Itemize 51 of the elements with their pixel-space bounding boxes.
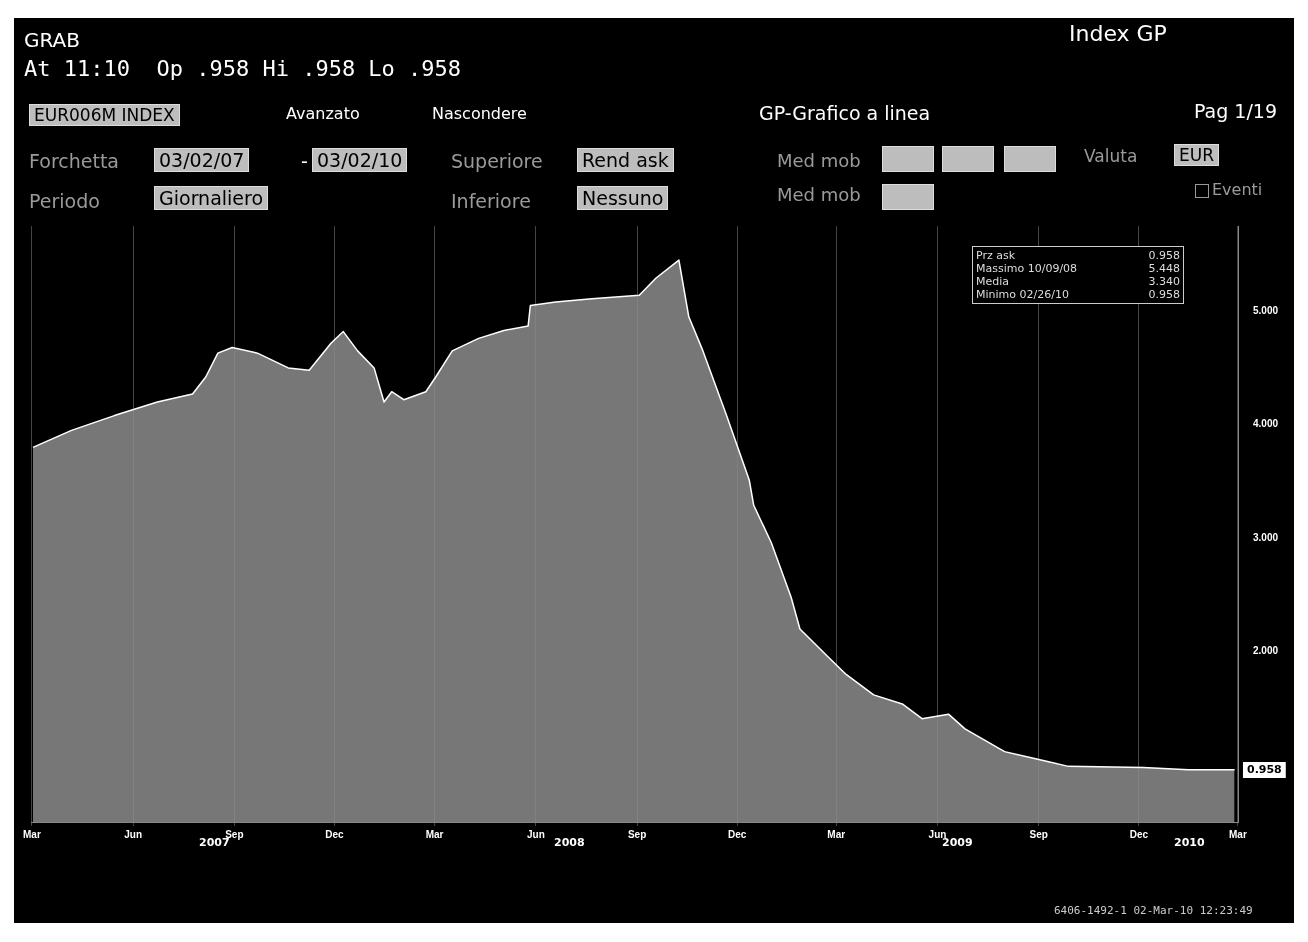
annotation: Media	[976, 275, 1010, 288]
text: 2010	[1174, 836, 1205, 849]
text: GP-Grafico a linea	[759, 102, 931, 124]
text: Periodo	[29, 190, 100, 212]
text: Inferiore	[451, 190, 531, 212]
x-tick-label: Sep	[1029, 828, 1048, 840]
annotation: Massimo 10/09/08	[976, 262, 1078, 275]
x-tick-label: Sep	[225, 828, 244, 840]
y-tick-label: 2.000	[1252, 645, 1279, 657]
text: Rend ask	[577, 148, 674, 172]
text: 2008	[554, 836, 585, 849]
text: Pag 1/19	[1194, 100, 1278, 122]
annotation: 3.340	[1148, 275, 1180, 288]
x-tick-label: Jun	[526, 828, 545, 840]
text: GRAB	[24, 28, 80, 52]
annotation: 5.448	[1148, 262, 1180, 275]
text: Nessuno	[577, 186, 669, 210]
x-tick-label: Mar	[1228, 828, 1247, 840]
text: Superiore	[451, 150, 543, 172]
y-tick-label: 4.000	[1252, 418, 1279, 430]
annotation: Prz ask	[976, 249, 1016, 262]
text: Nascondere	[432, 104, 527, 123]
x-tick-label: Jun	[124, 828, 143, 840]
text: EUR	[1174, 144, 1219, 166]
text: Med mob	[777, 184, 861, 205]
chart-subtitle: At 11:10 Op .958 Hi .958 Lo .958	[24, 56, 462, 81]
text: Avanzato	[286, 104, 360, 123]
annotation: 0.958	[1148, 249, 1180, 262]
text: 03/02/07	[154, 148, 250, 172]
x-tick-label: Mar	[827, 828, 846, 840]
text: -	[301, 150, 308, 172]
text: Valuta	[1084, 146, 1138, 166]
text: Med mob	[777, 150, 861, 171]
text: Giornaliero	[154, 186, 269, 210]
x-tick-label: Dec	[1129, 828, 1149, 840]
x-tick-label: Mar	[425, 828, 444, 840]
text: Forchetta	[29, 150, 119, 172]
x-tick-label: Dec	[325, 828, 345, 840]
annotation: 0.958	[1246, 762, 1282, 776]
text: 03/02/10	[312, 148, 408, 172]
x-tick-label: Dec	[728, 828, 747, 840]
annotation: 0.958	[1148, 288, 1180, 301]
y-tick-label: 3.000	[1252, 531, 1279, 543]
text: EUR006M INDEX	[29, 104, 180, 126]
text: 6406-1492-1 02-Mar-10 12:23:49	[1054, 904, 1253, 917]
annotation: Minimo 02/26/10	[976, 288, 1069, 301]
text: Index GP	[1069, 21, 1167, 46]
y-tick-label: 5.000	[1252, 304, 1279, 316]
x-tick-label: Mar	[22, 828, 41, 840]
text: Eventi	[1211, 180, 1263, 199]
x-tick-label: Sep	[627, 828, 647, 840]
